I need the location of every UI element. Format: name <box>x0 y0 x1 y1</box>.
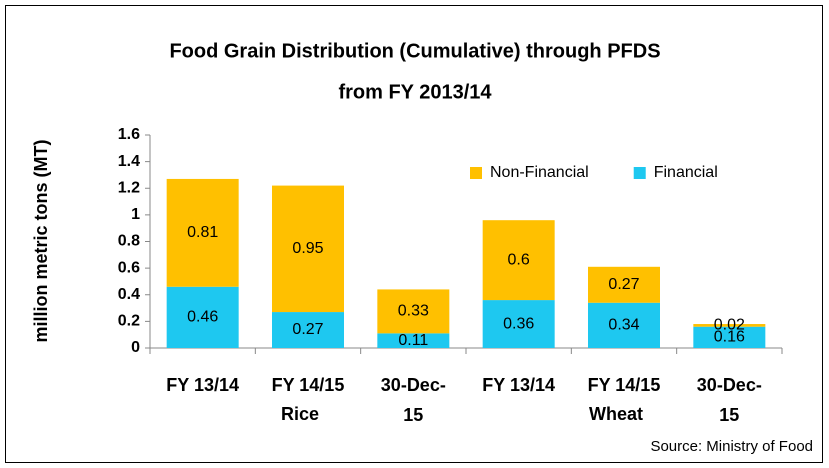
legend-label: Non-Financial <box>490 164 589 181</box>
bar-segment <box>693 324 766 327</box>
chart-title: from FY 2013/14 <box>338 81 492 103</box>
y-tick-label: 1.6 <box>118 126 140 143</box>
bar-segment <box>377 289 450 334</box>
bar-segment <box>482 220 555 301</box>
y-axis-label: million metric tons (MT) <box>31 139 51 342</box>
y-tick-label: 1.2 <box>118 179 140 196</box>
x-tick-label: 30-Dec-15 <box>696 375 762 425</box>
data-label: 0.27 <box>292 321 323 338</box>
x-tick-label-box: 30-Dec-15 <box>380 375 446 425</box>
y-tick-label: 0.4 <box>118 286 140 303</box>
data-label: 0.34 <box>608 317 639 334</box>
chart-title: Food Grain Distribution (Cumulative) thr… <box>169 40 660 62</box>
bar-segment <box>588 266 660 303</box>
y-tick-label: 0.6 <box>118 259 140 276</box>
data-label: 0.46 <box>187 309 218 326</box>
legend-label: Financial <box>654 164 718 181</box>
x-tick-label-box: FY 13/14 <box>166 375 240 395</box>
x-tick-label: FY 14/15 <box>271 375 345 395</box>
group-label: Rice <box>281 404 319 424</box>
x-tick-label: FY 14/15 <box>587 375 661 395</box>
x-tick-label-box: FY 14/15 <box>271 375 345 395</box>
legend-swatch <box>470 167 482 179</box>
bar-segment <box>166 286 239 348</box>
data-label: 0.36 <box>503 315 534 332</box>
bar-segment <box>272 312 344 348</box>
bar-segment <box>166 178 239 287</box>
x-tick-label-box: FY 14/15 <box>587 375 661 395</box>
data-label: 0.27 <box>608 276 639 293</box>
data-label: 0.16 <box>714 329 745 346</box>
x-tick-label-box: 30-Dec-15 <box>696 375 762 425</box>
bar-segment <box>272 185 344 313</box>
bar-segment <box>482 300 555 348</box>
data-label: 0.11 <box>398 332 428 349</box>
data-label: 0.95 <box>292 240 323 257</box>
legend-swatch <box>633 167 646 179</box>
y-tick-label: 1 <box>131 206 140 223</box>
data-label: 0.02 <box>714 317 745 334</box>
bar-segment <box>588 302 660 348</box>
source: Source: Ministry of Food <box>650 438 813 455</box>
data-label: 0.33 <box>398 303 429 320</box>
chart-border <box>5 5 823 463</box>
data-label: 0.81 <box>187 224 218 241</box>
y-tick-label: 0.8 <box>118 233 140 250</box>
x-tick-label: FY 13/14 <box>482 375 556 395</box>
y-tick-label: 0 <box>131 339 140 356</box>
group-label: Wheat <box>589 404 643 424</box>
x-tick-label: 30-Dec-15 <box>380 375 446 425</box>
y-tick-label: 0.2 <box>118 313 140 330</box>
data-label: 0.6 <box>508 251 530 268</box>
bar-segment <box>377 333 450 348</box>
y-tick-label: 1.4 <box>118 153 140 170</box>
bar-segment <box>693 326 766 348</box>
x-tick-label: FY 13/14 <box>166 375 240 395</box>
x-tick-label-box: FY 13/14 <box>482 375 556 395</box>
